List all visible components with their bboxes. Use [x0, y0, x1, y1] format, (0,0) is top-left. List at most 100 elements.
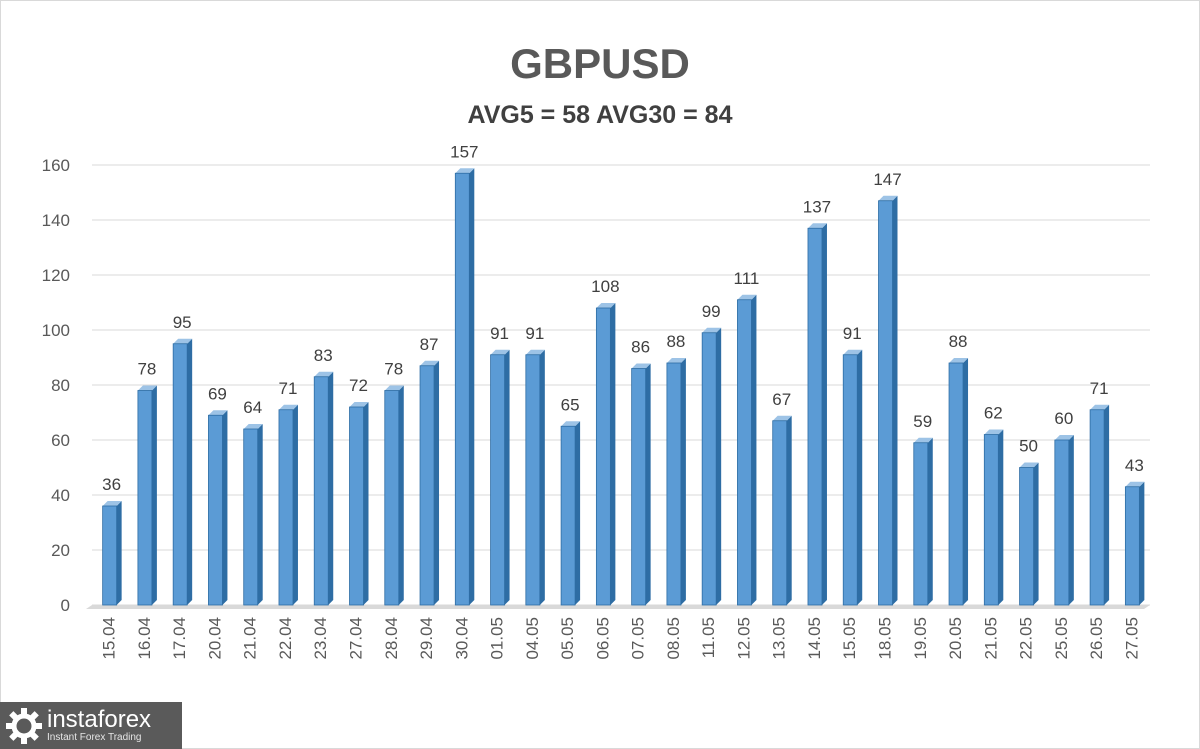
x-tick-label: 05.05 [558, 617, 577, 660]
bar [208, 414, 223, 606]
data-label: 88 [666, 332, 685, 351]
data-label: 86 [631, 338, 650, 357]
bar-side [151, 385, 157, 605]
bar-side [328, 371, 334, 605]
data-label: 87 [420, 335, 439, 354]
x-tick-label: 17.04 [170, 617, 189, 660]
gear-logo-icon [6, 707, 42, 744]
x-tick-label: 22.05 [1017, 617, 1036, 660]
data-label: 91 [525, 324, 544, 343]
bar-side [398, 385, 404, 605]
bar-side [575, 421, 581, 605]
bar [560, 425, 576, 606]
bar-top [807, 223, 827, 229]
bar-side [892, 195, 898, 605]
bar-side [504, 349, 510, 605]
bar [313, 376, 329, 606]
bar-top [1019, 462, 1039, 468]
x-tick-label: 06.05 [593, 617, 612, 660]
bar-top [1090, 404, 1110, 410]
x-tick-label: 01.05 [488, 617, 507, 660]
bar-top [1054, 435, 1074, 440]
chart-title: GBPUSD [510, 40, 690, 87]
bar-side [363, 402, 369, 605]
logo-name: instaforex [47, 705, 152, 733]
bar-side [716, 327, 722, 605]
bar-top [737, 294, 757, 300]
bar-top [243, 424, 263, 429]
x-tick-label: 30.04 [452, 617, 471, 660]
x-tick-label: 16.04 [135, 617, 154, 660]
data-label: 69 [208, 384, 227, 403]
data-label: 78 [137, 360, 156, 379]
data-label: 108 [591, 277, 619, 296]
data-label: 65 [561, 395, 580, 414]
bar [772, 420, 788, 606]
bar-side [257, 424, 263, 605]
bar-side [610, 303, 616, 605]
bar [701, 332, 717, 606]
bar [878, 200, 893, 606]
bar-top [702, 327, 722, 333]
bar-top [1125, 481, 1145, 487]
data-label: 43 [1125, 456, 1144, 475]
bar-top [913, 437, 933, 443]
bar [1019, 467, 1034, 606]
data-label: 99 [702, 302, 721, 321]
data-label: 157 [450, 142, 478, 161]
logo-tagline: Instant Forex Trading [47, 731, 142, 743]
x-tick-label: 21.04 [241, 617, 260, 660]
bar [137, 390, 153, 606]
bar [913, 442, 929, 606]
x-tick-label: 20.05 [946, 617, 965, 660]
bar-side [857, 349, 863, 605]
data-label: 91 [843, 324, 862, 343]
x-tick-label: 23.04 [311, 617, 330, 660]
bar-side [1104, 404, 1110, 605]
bar-top [278, 404, 298, 410]
bar-top [843, 349, 863, 355]
bar-side [963, 358, 969, 605]
bar-top [631, 363, 651, 369]
data-label: 72 [349, 376, 368, 395]
x-tick-label: 22.04 [276, 617, 295, 660]
bar-side [998, 429, 1004, 605]
bar-side [821, 223, 827, 605]
bar [737, 299, 752, 606]
data-label: 64 [243, 398, 262, 417]
data-label: 147 [873, 170, 901, 189]
data-label: 91 [490, 324, 509, 343]
x-tick-label: 19.05 [911, 617, 930, 660]
data-label: 59 [913, 412, 932, 431]
y-tick-label: 140 [42, 211, 70, 230]
bar [1124, 486, 1140, 606]
bar [807, 227, 823, 606]
bar-top [173, 338, 193, 344]
bar-top [984, 429, 1004, 435]
bar [1089, 409, 1105, 606]
bar-top [420, 360, 440, 366]
y-tick-label: 0 [61, 596, 70, 615]
y-tick-label: 60 [51, 431, 70, 450]
bar-side [927, 437, 933, 605]
y-tick-label: 80 [51, 376, 70, 395]
x-tick-label: 15.05 [840, 617, 859, 660]
bar [490, 354, 505, 606]
x-tick-label: 07.05 [629, 617, 648, 660]
bar-side [680, 358, 686, 605]
bar [525, 354, 541, 606]
bar-top [772, 415, 792, 421]
x-tick-label: 15.04 [100, 617, 119, 660]
bar-side [539, 349, 545, 605]
y-tick-label: 40 [51, 486, 70, 505]
bar [102, 505, 118, 606]
x-tick-label: 25.05 [1052, 617, 1071, 660]
data-label: 83 [314, 346, 333, 365]
y-tick-label: 20 [51, 541, 70, 560]
bar-side [645, 363, 651, 605]
bar-top [878, 195, 898, 201]
bar-top [596, 303, 616, 308]
bar [666, 362, 682, 606]
bar-side [434, 360, 440, 605]
